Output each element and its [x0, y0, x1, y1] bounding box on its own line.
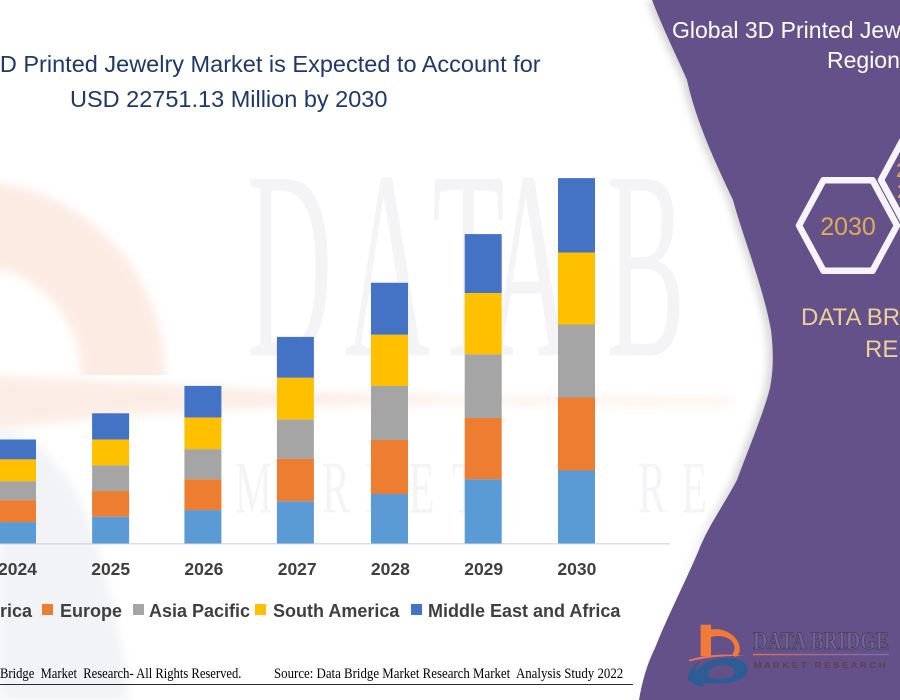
svg-text:B: B	[606, 116, 685, 414]
svg-text:2: 2	[897, 181, 900, 203]
svg-text:E: E	[409, 447, 435, 529]
svg-text:M: M	[235, 447, 273, 529]
svg-text:R: R	[638, 447, 667, 529]
svg-text:E: E	[682, 447, 708, 529]
svg-text:M A R K E T R E S E A R C H: M A R K E T R E S E A R C H	[754, 661, 886, 670]
svg-text:2030: 2030	[820, 213, 876, 241]
svg-text:2: 2	[896, 160, 900, 182]
svg-text:DATA BRIDGE: DATA BRIDGE	[753, 628, 889, 655]
svg-text:R: R	[322, 447, 351, 529]
